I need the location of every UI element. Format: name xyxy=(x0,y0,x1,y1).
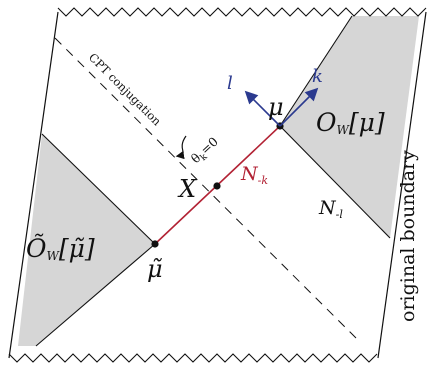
n-l-label: N-l xyxy=(318,197,343,221)
lower-right-horizon xyxy=(279,125,391,239)
mu-tilde-label: μ̃ xyxy=(147,255,163,283)
curved-arrow-icon xyxy=(175,135,187,160)
upper-right-horizon xyxy=(279,15,353,127)
theta-label: θk=0 xyxy=(188,134,223,169)
l-vector-arrow xyxy=(244,90,281,127)
right-boundary-edge xyxy=(377,11,427,359)
top-singularity xyxy=(57,7,427,17)
k-vector-arrow xyxy=(279,87,319,127)
o-w-mu-label: OW[μ] xyxy=(316,108,385,137)
l-label: l xyxy=(227,73,233,94)
original-boundary-label: original boundary xyxy=(397,150,419,322)
n-k-label: N-k xyxy=(240,163,268,187)
x-label: X xyxy=(177,175,197,203)
cpt-axis-dashed xyxy=(54,37,357,339)
mu-label: μ xyxy=(268,93,284,121)
left-shaded-region xyxy=(18,134,155,346)
bottom-singularity xyxy=(8,353,378,363)
right-shaded-region xyxy=(280,16,419,238)
upper-left-horizon xyxy=(41,133,156,245)
left-boundary-edge xyxy=(8,11,59,359)
lower-left-horizon xyxy=(35,243,156,347)
mu-tilde-point xyxy=(151,240,159,248)
x-point xyxy=(213,182,221,190)
k-label: k xyxy=(312,66,323,87)
cpt-conjugation-label: CPT conjugation xyxy=(86,50,165,129)
o-w-tilde-label: ÕW[μ̃] xyxy=(26,233,95,263)
